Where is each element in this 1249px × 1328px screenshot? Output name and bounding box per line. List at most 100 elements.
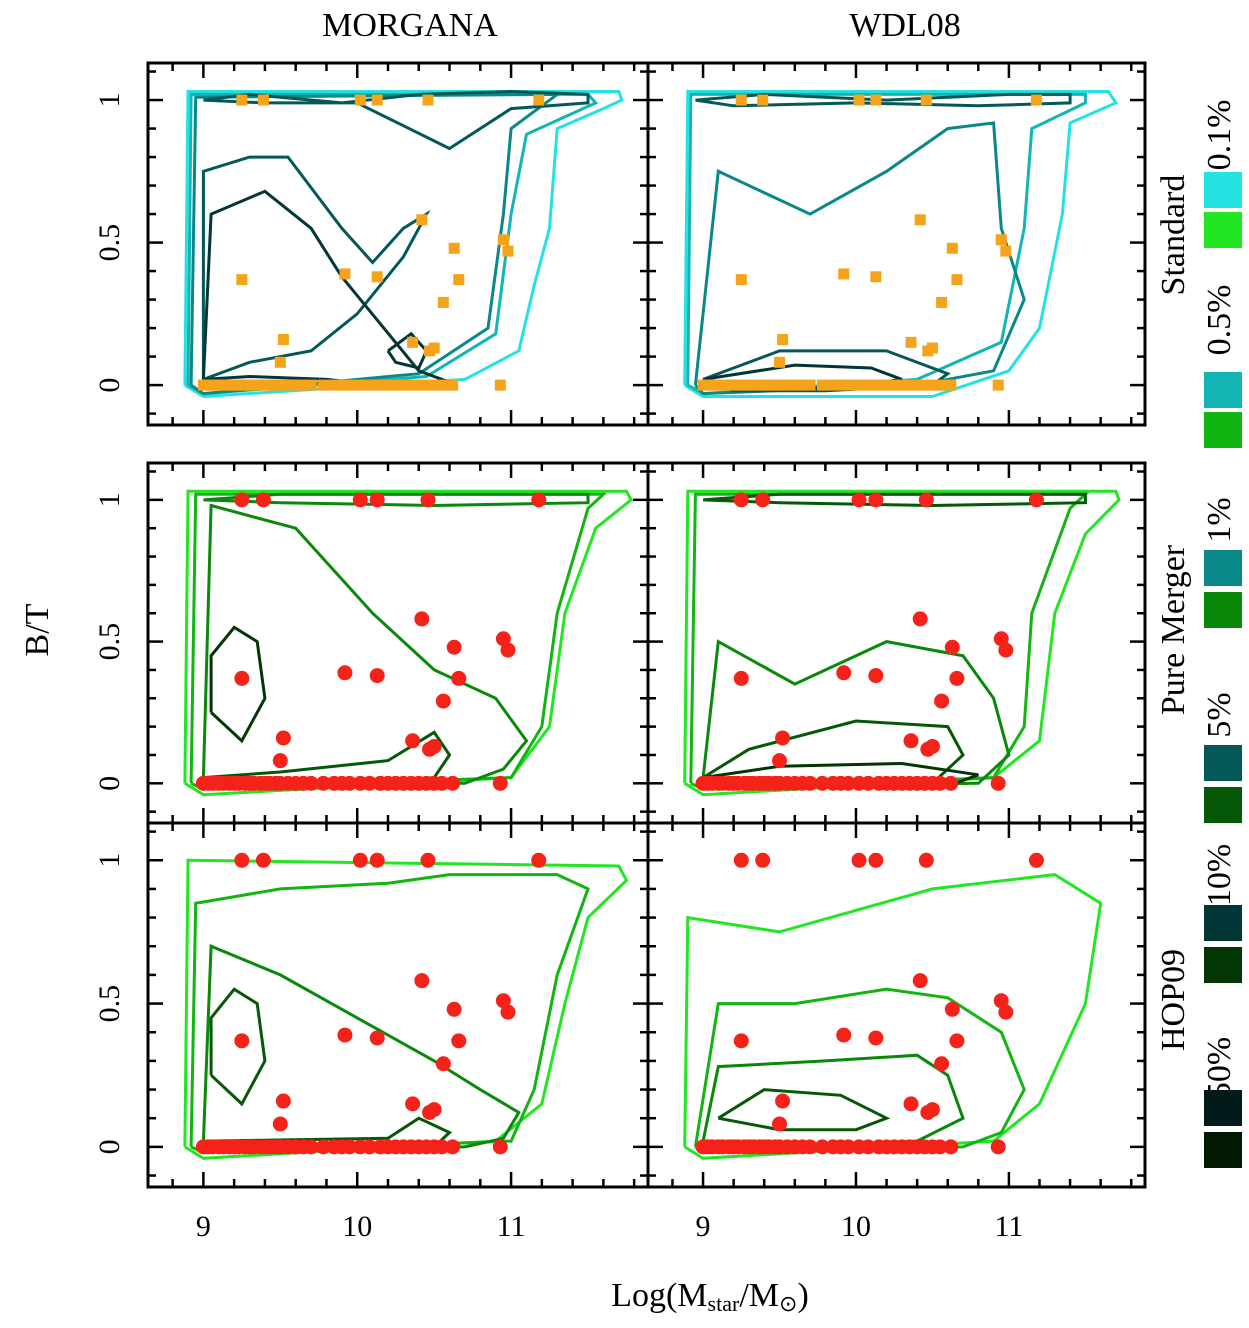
legend-title: Standard	[1155, 175, 1192, 296]
legend-label: 10%	[1201, 844, 1238, 906]
point	[943, 1139, 959, 1155]
point	[717, 379, 729, 391]
point	[735, 274, 747, 286]
point	[998, 1004, 1014, 1020]
contour	[201, 943, 521, 1152]
point	[446, 639, 462, 655]
contour	[201, 503, 529, 788]
contour	[209, 625, 267, 744]
point	[497, 234, 509, 246]
point	[533, 94, 545, 106]
point	[274, 379, 286, 391]
point	[733, 670, 749, 686]
point	[706, 379, 718, 391]
x-label-part: Log(M	[611, 1277, 707, 1314]
point	[838, 268, 850, 280]
panel	[183, 489, 634, 797]
point	[397, 379, 409, 391]
point	[860, 1139, 876, 1155]
point	[926, 379, 938, 391]
y-tick-label: 0.5	[93, 985, 126, 1023]
point	[500, 1004, 516, 1020]
point	[500, 642, 516, 658]
point	[416, 214, 428, 226]
point	[405, 733, 421, 749]
y-tick-label: 0.5	[93, 623, 126, 661]
point	[914, 214, 926, 226]
point	[836, 665, 852, 681]
point	[446, 1001, 462, 1017]
point	[369, 852, 385, 868]
point	[802, 775, 818, 791]
legend-swatch	[1204, 172, 1242, 208]
contour	[189, 873, 590, 1155]
point	[945, 379, 957, 391]
point	[207, 379, 219, 391]
contour	[183, 858, 629, 1160]
point	[862, 379, 874, 391]
contour	[189, 492, 608, 791]
point	[451, 1033, 467, 1049]
point	[827, 379, 839, 391]
y-tick-label: 0	[93, 776, 126, 791]
point	[903, 379, 915, 391]
panel	[683, 852, 1103, 1160]
point	[407, 336, 419, 348]
x-axis-label: Log(Mstar/M⊙)	[611, 1277, 809, 1316]
point	[842, 379, 854, 391]
point	[234, 852, 250, 868]
point	[494, 379, 506, 391]
point	[924, 1102, 940, 1118]
point	[420, 852, 436, 868]
point	[990, 775, 1006, 791]
contour	[203, 89, 590, 151]
contour	[683, 873, 1103, 1160]
point	[305, 379, 317, 391]
point	[851, 852, 867, 868]
point	[868, 1030, 884, 1046]
contour	[201, 189, 451, 390]
x-tick-label: 10	[841, 1210, 871, 1243]
point	[774, 356, 786, 368]
point	[1030, 94, 1042, 106]
legend-label: 5%	[1201, 692, 1238, 737]
point	[949, 1033, 965, 1049]
point	[248, 379, 260, 391]
panel-frame	[646, 821, 1147, 1189]
contour	[702, 349, 951, 393]
x-tick-label: 9	[696, 1210, 711, 1243]
legend-swatch	[1204, 947, 1242, 983]
point	[317, 379, 329, 391]
point	[816, 379, 828, 391]
point	[912, 973, 928, 989]
point	[733, 492, 749, 508]
point	[732, 379, 744, 391]
column-title: MORGANA	[322, 7, 498, 44]
point	[342, 775, 358, 791]
point	[868, 852, 884, 868]
legend-title: Pure Merger	[1155, 544, 1192, 715]
point	[748, 379, 760, 391]
point	[420, 379, 432, 391]
point	[796, 379, 808, 391]
point	[998, 642, 1014, 658]
point	[374, 379, 386, 391]
legend-swatch	[1204, 212, 1242, 248]
panel-frame	[646, 61, 1147, 427]
y-axis-label: B/T	[19, 603, 56, 656]
point	[352, 492, 368, 508]
point	[733, 1033, 749, 1049]
point	[428, 379, 440, 391]
point	[814, 1139, 830, 1155]
point	[896, 379, 908, 391]
point	[836, 1027, 852, 1043]
point	[303, 775, 319, 791]
point	[804, 379, 816, 391]
point	[932, 775, 948, 791]
x-label-sub: ⊙	[779, 1291, 797, 1316]
point	[435, 1056, 451, 1072]
point	[344, 379, 356, 391]
point	[414, 973, 430, 989]
point	[448, 242, 460, 254]
point	[903, 1096, 919, 1112]
